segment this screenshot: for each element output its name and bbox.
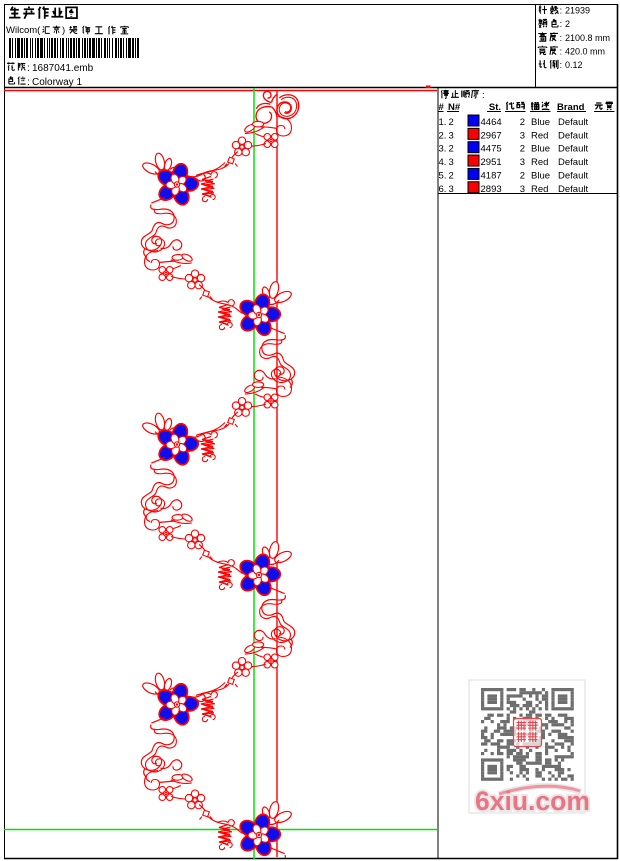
svg-text:4187: 4187 — [481, 170, 502, 181]
svg-text:2: 2 — [449, 170, 454, 181]
svg-text:Red: Red — [531, 130, 548, 141]
svg-text:Wilcom(: Wilcom( — [6, 25, 41, 36]
svg-text:Red: Red — [531, 184, 548, 195]
svg-text:St.: St. — [489, 102, 501, 113]
svg-text:Brand: Brand — [557, 102, 585, 113]
svg-text::: : — [560, 46, 563, 57]
svg-text:Default: Default — [558, 157, 588, 168]
svg-text:21939: 21939 — [565, 6, 590, 16]
svg-text:2: 2 — [449, 117, 454, 128]
svg-text::: : — [27, 63, 30, 74]
svg-text::: : — [560, 19, 563, 30]
svg-text:2951: 2951 — [481, 157, 502, 168]
svg-text::: : — [560, 6, 563, 17]
svg-text:6.: 6. — [439, 184, 447, 195]
svg-text:Blue: Blue — [531, 144, 550, 155]
svg-text:1.: 1. — [439, 117, 447, 128]
svg-text::: : — [560, 60, 563, 71]
svg-text:2.: 2. — [439, 130, 447, 141]
svg-text:4464: 4464 — [481, 117, 502, 128]
svg-text:2: 2 — [520, 144, 525, 155]
svg-text:0.12: 0.12 — [565, 60, 583, 70]
svg-text:4.: 4. — [439, 157, 447, 168]
svg-text:2893: 2893 — [481, 184, 502, 195]
svg-text:3: 3 — [449, 130, 454, 141]
svg-text:Blue: Blue — [531, 170, 550, 181]
svg-text:Default: Default — [558, 170, 588, 181]
svg-text:Colorway 1: Colorway 1 — [32, 77, 82, 88]
svg-text:6xiu.com: 6xiu.com — [475, 786, 590, 816]
svg-text:3.: 3. — [439, 144, 447, 155]
svg-text::: : — [27, 77, 30, 88]
svg-text:2: 2 — [449, 144, 454, 155]
svg-text:Blue: Blue — [531, 117, 550, 128]
svg-text:1687041.emb: 1687041.emb — [32, 63, 94, 74]
svg-text:2: 2 — [565, 19, 570, 29]
svg-text:Default: Default — [558, 130, 588, 141]
svg-text:4475: 4475 — [481, 144, 502, 155]
svg-text:Default: Default — [558, 144, 588, 155]
svg-text::: : — [482, 90, 485, 101]
svg-text:N#: N# — [448, 102, 461, 113]
svg-text:420.0 mm: 420.0 mm — [565, 46, 605, 56]
svg-text:3: 3 — [520, 130, 525, 141]
svg-text:#: # — [439, 102, 445, 113]
svg-text::: : — [560, 33, 563, 44]
svg-text:3: 3 — [449, 157, 454, 168]
svg-text:): ) — [62, 25, 65, 36]
svg-text:Default: Default — [558, 184, 588, 195]
svg-text:Default: Default — [558, 117, 588, 128]
svg-text:3: 3 — [449, 184, 454, 195]
svg-text:2: 2 — [520, 170, 525, 181]
svg-text:2100.8 mm: 2100.8 mm — [565, 33, 610, 43]
svg-text:3: 3 — [520, 157, 525, 168]
svg-text:2: 2 — [520, 117, 525, 128]
svg-text:5.: 5. — [439, 170, 447, 181]
svg-text:2967: 2967 — [481, 130, 502, 141]
svg-text:3: 3 — [520, 184, 525, 195]
svg-text:Red: Red — [531, 157, 548, 168]
